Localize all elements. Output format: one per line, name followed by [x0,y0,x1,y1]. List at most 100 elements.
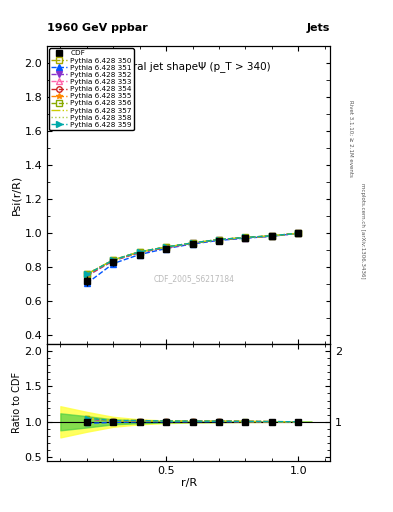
Pythia 6.428 352 [138,249,142,255]
Pythia 6.428 352 [190,240,195,246]
Pythia 6.428 359 [164,244,169,250]
Pythia 6.428 352 [217,237,221,243]
Pythia 6.428 353 [296,230,301,237]
Pythia 6.428 351 [111,261,116,267]
Pythia 6.428 350 [296,230,301,237]
Pythia 6.428 355 [243,234,248,241]
Pythia 6.428 354 [243,234,248,241]
Pythia 6.428 353 [190,240,195,246]
Pythia 6.428 357 [243,234,248,241]
Pythia 6.428 356 [296,230,301,237]
Pythia 6.428 350 [111,257,116,263]
Pythia 6.428 356 [111,257,116,263]
Pythia 6.428 359 [243,234,248,241]
Pythia 6.428 359 [111,257,116,263]
Pythia 6.428 354 [111,258,116,264]
Pythia 6.428 353 [84,272,89,279]
Pythia 6.428 353 [164,244,169,250]
Pythia 6.428 357 [296,230,301,237]
Pythia 6.428 358 [217,237,221,243]
Pythia 6.428 355 [138,249,142,255]
Line: Pythia 6.428 359: Pythia 6.428 359 [84,230,301,277]
Pythia 6.428 350 [270,233,274,239]
Pythia 6.428 352 [111,258,116,264]
Pythia 6.428 356 [217,237,221,243]
Pythia 6.428 354 [296,230,301,237]
Pythia 6.428 358 [164,244,169,250]
Line: Pythia 6.428 357: Pythia 6.428 357 [87,233,298,274]
Pythia 6.428 353 [270,233,274,239]
Pythia 6.428 356 [84,271,89,278]
Pythia 6.428 358 [111,257,116,263]
Pythia 6.428 350 [243,234,248,241]
Pythia 6.428 353 [217,237,221,243]
Pythia 6.428 356 [243,234,248,241]
Text: Jets: Jets [307,23,330,33]
X-axis label: r/R: r/R [180,478,197,488]
Pythia 6.428 356 [190,240,195,246]
Pythia 6.428 354 [217,237,221,243]
Pythia 6.428 357 [190,240,195,246]
Pythia 6.428 355 [164,244,169,250]
Pythia 6.428 353 [138,249,142,255]
Pythia 6.428 356 [138,249,142,255]
Pythia 6.428 354 [164,244,169,250]
Pythia 6.428 351 [270,233,274,240]
Pythia 6.428 359 [270,233,274,239]
Pythia 6.428 357 [164,244,169,250]
Pythia 6.428 359 [138,249,142,255]
Line: Pythia 6.428 352: Pythia 6.428 352 [84,230,301,279]
Pythia 6.428 352 [84,273,89,279]
Pythia 6.428 359 [84,271,89,278]
Pythia 6.428 354 [138,249,142,255]
Pythia 6.428 353 [111,258,116,264]
Pythia 6.428 357 [217,237,221,243]
Pythia 6.428 358 [270,233,274,239]
Line: Pythia 6.428 355: Pythia 6.428 355 [84,230,301,277]
Pythia 6.428 356 [164,244,169,250]
Line: Pythia 6.428 354: Pythia 6.428 354 [84,230,301,278]
Pythia 6.428 357 [270,233,274,239]
Pythia 6.428 356 [270,233,274,239]
Pythia 6.428 358 [190,240,195,246]
Pythia 6.428 354 [190,240,195,246]
Pythia 6.428 351 [217,237,221,243]
Y-axis label: Psi(r/R): Psi(r/R) [12,175,22,215]
Pythia 6.428 359 [217,237,221,243]
Line: Pythia 6.428 353: Pythia 6.428 353 [84,230,301,278]
Text: mcplots.cern.ch [arXiv:1306.3436]: mcplots.cern.ch [arXiv:1306.3436] [360,183,365,278]
Line: Pythia 6.428 358: Pythia 6.428 358 [87,233,298,274]
Pythia 6.428 355 [296,230,301,237]
Pythia 6.428 354 [84,272,89,279]
Pythia 6.428 355 [190,240,195,246]
Text: Rivet 3.1.10; ≥ 2.1M events: Rivet 3.1.10; ≥ 2.1M events [348,100,353,177]
Pythia 6.428 359 [190,240,195,246]
Pythia 6.428 357 [138,249,142,255]
Pythia 6.428 351 [243,235,248,241]
Line: Pythia 6.428 356: Pythia 6.428 356 [84,230,301,277]
Pythia 6.428 358 [84,271,89,278]
Pythia 6.428 350 [217,237,221,243]
Line: Pythia 6.428 351: Pythia 6.428 351 [84,230,301,286]
Pythia 6.428 358 [138,249,142,255]
Pythia 6.428 351 [138,251,142,258]
Pythia 6.428 352 [270,233,274,239]
Pythia 6.428 358 [296,230,301,237]
Pythia 6.428 351 [164,245,169,251]
Pythia 6.428 350 [190,240,195,246]
Pythia 6.428 353 [243,234,248,241]
Pythia 6.428 355 [217,237,221,243]
Pythia 6.428 352 [243,235,248,241]
Pythia 6.428 358 [243,234,248,241]
Pythia 6.428 354 [270,233,274,239]
Y-axis label: Ratio to CDF: Ratio to CDF [12,372,22,433]
Pythia 6.428 357 [84,271,89,278]
Pythia 6.428 351 [84,281,89,287]
Pythia 6.428 350 [164,244,169,250]
Pythia 6.428 350 [138,249,142,255]
Pythia 6.428 350 [84,271,89,277]
Line: Pythia 6.428 350: Pythia 6.428 350 [84,230,301,277]
Text: CDF_2005_S6217184: CDF_2005_S6217184 [154,274,235,283]
Pythia 6.428 359 [296,230,301,237]
Text: 1960 GeV ppbar: 1960 GeV ppbar [47,23,148,33]
